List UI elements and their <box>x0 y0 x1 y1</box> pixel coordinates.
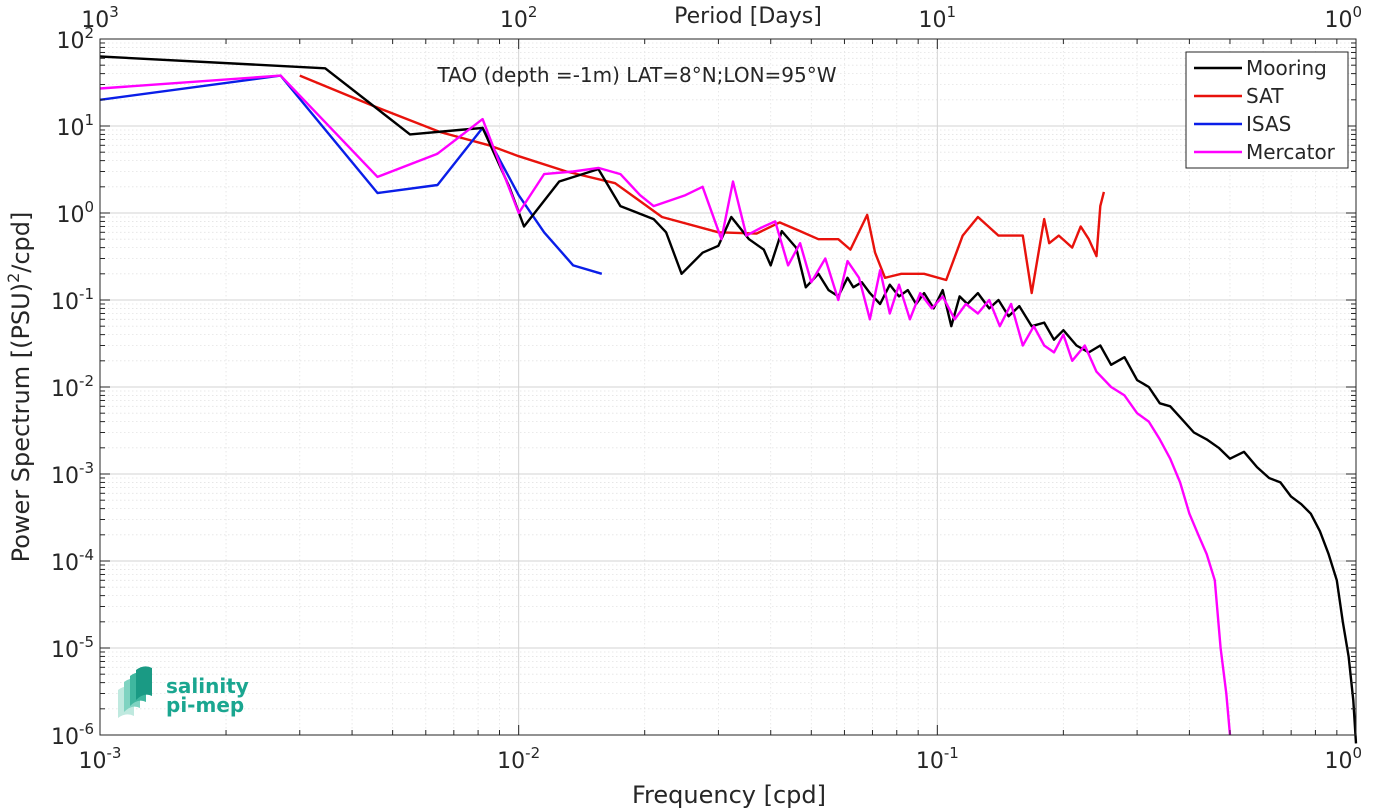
tick-base: 10 <box>919 8 947 33</box>
legend-label-mercator: Mercator <box>1246 140 1336 164</box>
tick-base: 10 <box>56 116 84 141</box>
x-tick-label: 10-3 <box>79 744 122 774</box>
y-tick-label: 10-2 <box>51 372 94 402</box>
top-tick-label: 103 <box>81 3 119 33</box>
x-tick-label: 10-2 <box>497 744 540 774</box>
major-gridlines <box>100 39 1356 735</box>
tick-exponent: 2 <box>84 24 94 42</box>
legend: Mooring SAT ISAS Mercator <box>1185 51 1349 169</box>
y-axis-label-tail: /cpd] <box>7 212 35 273</box>
tick-exponent: 0 <box>1352 744 1362 762</box>
y-tick-label: 102 <box>56 24 94 54</box>
top-axis-label: Period [Days] <box>674 4 822 29</box>
y-tick-label: 10-6 <box>51 720 94 750</box>
tick-base: 10 <box>51 725 79 750</box>
series-line-mooring <box>99 55 1358 744</box>
tick-exponent: -3 <box>79 459 94 477</box>
tick-base: 10 <box>1324 8 1352 33</box>
tick-exponent: 0 <box>84 198 94 216</box>
y-tick-label: 100 <box>56 198 94 228</box>
y-axis-label-sup: 2 <box>4 273 23 283</box>
legend-label-mooring: Mooring <box>1246 56 1327 80</box>
tick-base: 10 <box>56 203 84 228</box>
tick-exponent: 1 <box>84 111 94 129</box>
tick-exponent: -1 <box>944 744 959 762</box>
tick-base: 10 <box>51 377 79 402</box>
series-line-sat <box>299 74 1106 295</box>
legend-box <box>1185 51 1349 169</box>
tick-base: 10 <box>1324 749 1352 774</box>
legend-label-isas: ISAS <box>1246 112 1291 136</box>
y-tick-label: 10-3 <box>51 459 94 489</box>
logo-text-line1: salinity <box>166 674 249 698</box>
x-axis-label: Frequency [cpd] <box>632 781 826 809</box>
x-tick-label: 100 <box>1324 744 1362 774</box>
tick-base: 10 <box>51 290 79 315</box>
tick-base: 10 <box>79 749 107 774</box>
tick-exponent: -5 <box>79 633 94 651</box>
y-tick-label: 101 <box>56 111 94 141</box>
tick-exponent: -2 <box>79 372 94 390</box>
tick-exponent: -1 <box>79 285 94 303</box>
top-tick-label: 100 <box>1324 3 1362 33</box>
tick-base: 10 <box>81 8 109 33</box>
tick-base: 10 <box>497 749 525 774</box>
tick-exponent: 3 <box>109 3 119 21</box>
tick-exponent: 0 <box>1352 3 1362 21</box>
y-tick-label: 10-5 <box>51 633 94 663</box>
tick-base: 10 <box>500 8 528 33</box>
legend-label-sat: SAT <box>1246 84 1284 108</box>
tick-exponent: -6 <box>79 720 94 738</box>
tick-base: 10 <box>916 749 944 774</box>
y-tick-label: 10-1 <box>51 285 94 315</box>
tick-base: 10 <box>56 29 84 54</box>
y-axis-label-main: Power Spectrum [(PSU) <box>7 283 35 562</box>
tick-exponent: -2 <box>525 744 540 762</box>
y-tick-label: 10-4 <box>51 546 94 576</box>
y-axis-label: Power Spectrum [(PSU)2/cpd] <box>4 212 35 563</box>
logo: salinity pi-mep <box>118 666 249 718</box>
tick-marks <box>99 38 1357 736</box>
top-tick-label: 102 <box>500 3 538 33</box>
tick-base: 10 <box>51 638 79 663</box>
series-layer <box>99 55 1358 744</box>
x-tick-label: 10-1 <box>916 744 959 774</box>
chart-title: TAO (depth =-1m) LAT=8°N;LON=95°W <box>436 63 836 87</box>
tick-base: 10 <box>51 551 79 576</box>
tick-base: 10 <box>51 464 79 489</box>
tick-exponent: 2 <box>528 3 538 21</box>
logo-text-line2: pi-mep <box>166 693 244 717</box>
legend-items: Mooring SAT ISAS Mercator <box>1194 56 1336 164</box>
top-tick-label: 101 <box>919 3 957 33</box>
tick-exponent: -3 <box>107 744 122 762</box>
logo-waves-icon <box>118 666 152 718</box>
series-line-mercator <box>99 74 1232 736</box>
tick-exponent: -4 <box>79 546 94 564</box>
tick-exponent: 1 <box>947 3 957 21</box>
